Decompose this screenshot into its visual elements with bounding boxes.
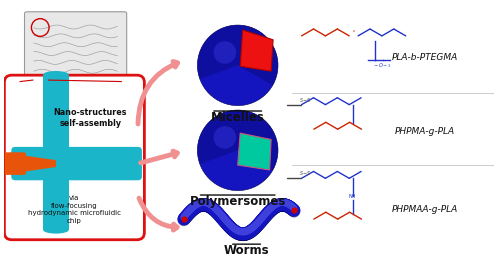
Polygon shape (15, 154, 56, 173)
Text: PLA-b-PTEGMA: PLA-b-PTEGMA (392, 53, 458, 62)
Wedge shape (198, 110, 278, 170)
FancyBboxPatch shape (12, 147, 142, 180)
Wedge shape (198, 25, 278, 85)
Text: Polymersomes: Polymersomes (190, 195, 286, 207)
Text: Micelles: Micelles (211, 111, 264, 124)
Text: $\sim\!O\!\sim_3$: $\sim\!O\!\sim_3$ (373, 61, 391, 70)
FancyBboxPatch shape (4, 75, 144, 240)
Text: via
flow-focusing
hydrodynamic microfluidic
chip: via flow-focusing hydrodynamic microflui… (28, 195, 120, 224)
Bar (43, 75, 68, 153)
Text: PHPMAA-g-PLA: PHPMAA-g-PLA (392, 205, 458, 214)
FancyArrowPatch shape (139, 198, 177, 230)
Circle shape (214, 41, 236, 64)
Circle shape (198, 25, 278, 106)
FancyArrowPatch shape (140, 151, 177, 163)
Ellipse shape (43, 226, 68, 234)
Polygon shape (238, 133, 271, 170)
FancyBboxPatch shape (5, 152, 26, 175)
Text: $S\!-\!S$: $S\!-\!S$ (299, 96, 312, 104)
Bar (43, 176, 68, 230)
Text: Worms: Worms (224, 244, 270, 257)
Circle shape (198, 110, 278, 191)
FancyBboxPatch shape (24, 12, 127, 82)
Text: Nano-structures
self-assembly: Nano-structures self-assembly (54, 108, 127, 128)
FancyArrowPatch shape (138, 61, 177, 124)
Polygon shape (240, 30, 273, 71)
Text: PHPMA-g-PLA: PHPMA-g-PLA (394, 127, 454, 136)
Circle shape (214, 126, 236, 149)
Text: $S\!-\!S$: $S\!-\!S$ (299, 169, 312, 177)
Text: $_x$: $_x$ (352, 29, 356, 35)
Text: NH: NH (348, 195, 356, 199)
Ellipse shape (43, 71, 68, 78)
